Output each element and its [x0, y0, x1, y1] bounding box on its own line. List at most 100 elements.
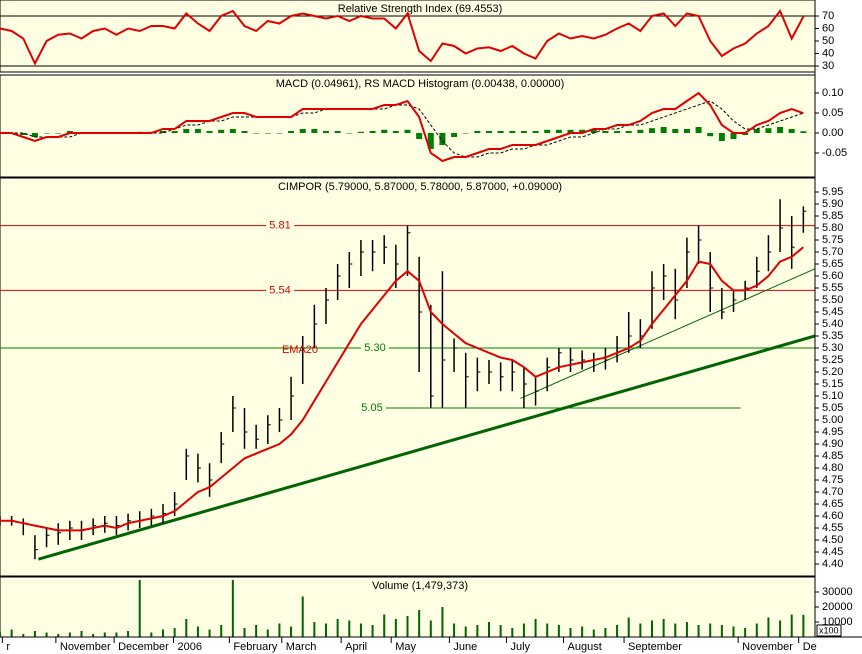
- histogram-bar: [590, 129, 597, 133]
- histogram-bar: [183, 129, 190, 133]
- x-tick-label: June: [453, 641, 477, 653]
- volume-bar: [557, 625, 560, 637]
- histogram-bar: [486, 131, 492, 133]
- volume-bar: [80, 631, 83, 637]
- x-tick-label: April: [345, 641, 367, 653]
- volume-bar: [429, 620, 432, 637]
- volume-bar: [22, 634, 25, 637]
- volume-bar: [581, 626, 584, 637]
- unit-box: [816, 624, 842, 637]
- volume-bar: [115, 632, 118, 637]
- x-tick-label: November: [742, 641, 793, 653]
- volume-bar: [453, 623, 456, 637]
- y-tick-label: 5.35: [822, 330, 843, 342]
- histogram-bar: [427, 133, 434, 149]
- volume-bar: [488, 622, 490, 637]
- x-tick-label: r: [6, 641, 10, 653]
- histogram-bar: [323, 131, 329, 133]
- histogram-bar: [777, 127, 784, 133]
- x-tick-label: November: [60, 641, 111, 653]
- volume-bar: [569, 628, 572, 637]
- histogram-bar: [229, 129, 236, 133]
- volume-bar: [604, 628, 607, 637]
- volume-bar: [301, 596, 304, 637]
- histogram-bar: [241, 131, 248, 133]
- volume-bar: [290, 626, 293, 637]
- volume-bar: [57, 634, 60, 637]
- axis-unit: x100: [819, 625, 839, 635]
- histogram-bar: [637, 129, 644, 133]
- histogram-bar: [346, 133, 353, 134]
- volume-bar: [744, 628, 747, 637]
- volume-bar: [639, 623, 642, 637]
- histogram-bar: [660, 127, 667, 133]
- volume-bar: [313, 622, 316, 637]
- volume-bar: [371, 625, 374, 637]
- volume-bar: [68, 632, 71, 637]
- histogram-bar: [474, 131, 481, 133]
- volume-bar: [255, 625, 258, 637]
- histogram-bar: [567, 129, 574, 133]
- histogram-bar: [218, 129, 225, 133]
- volume-bar: [674, 623, 677, 637]
- volume-bar: [127, 631, 130, 637]
- pane-title: Volume (1,479,373): [372, 580, 468, 592]
- histogram-bar: [753, 129, 760, 133]
- histogram-bar: [625, 131, 632, 133]
- volume-bar: [441, 607, 444, 637]
- volume-bar: [732, 626, 735, 637]
- y-tick-label: 5.95: [822, 186, 843, 198]
- histogram-bar: [800, 131, 807, 133]
- histogram-bar: [520, 131, 527, 133]
- histogram-bar: [288, 131, 295, 133]
- annotation: EMA20: [282, 344, 318, 356]
- y-tick-label: 5.55: [822, 282, 843, 294]
- histogram-bar: [707, 133, 714, 137]
- histogram-bar: [602, 131, 609, 133]
- histogram-bar: [451, 133, 458, 137]
- volume-bar: [336, 619, 339, 637]
- histogram-bar: [509, 131, 516, 133]
- volume-bar: [499, 625, 502, 637]
- y-tick-label: 50: [822, 35, 834, 47]
- volume-bar: [616, 625, 619, 637]
- volume-bar: [779, 620, 782, 637]
- volume-bar: [534, 619, 537, 637]
- histogram-bar: [160, 131, 166, 133]
- y-tick-label: 0.00: [822, 127, 843, 139]
- volume-bar: [348, 620, 351, 637]
- histogram-bar: [718, 133, 725, 141]
- histogram-bar: [555, 129, 562, 133]
- level-label: 5.54: [269, 284, 290, 296]
- y-tick-label: 40: [822, 47, 834, 59]
- y-tick-label: 70: [822, 10, 834, 22]
- histogram-bar: [532, 131, 539, 133]
- y-tick-label: 5.50: [822, 294, 843, 306]
- x-tick-label: May: [395, 641, 416, 653]
- ema-line: [0, 246, 804, 532]
- volume-bar: [196, 626, 199, 637]
- histogram-bar: [683, 129, 690, 133]
- level-label-bg: [358, 401, 386, 414]
- histogram-bar: [43, 133, 50, 134]
- histogram-bar: [276, 133, 283, 134]
- volume-bar: [383, 614, 386, 637]
- histogram-bar: [579, 129, 586, 133]
- level-label-bg: [361, 341, 389, 354]
- histogram-bar: [357, 131, 364, 133]
- pane-title: CIMPOR (5.79000, 5.87000, 5.78000, 5.870…: [278, 181, 562, 193]
- volume-bar: [103, 632, 106, 637]
- trendline: [520, 268, 816, 399]
- histogram-bar: [544, 129, 551, 133]
- histogram-bar: [299, 129, 306, 133]
- histogram-bar: [194, 129, 201, 133]
- histogram-bar: [614, 131, 621, 133]
- series-line: [0, 9, 805, 66]
- volume-bar: [220, 625, 223, 637]
- x-tick-label: 2006: [177, 641, 201, 653]
- x-tick-label: March: [286, 641, 317, 653]
- x-tick-label: December: [118, 641, 169, 653]
- y-tick-label: 4.65: [822, 498, 843, 510]
- level-label-bg: [266, 219, 294, 232]
